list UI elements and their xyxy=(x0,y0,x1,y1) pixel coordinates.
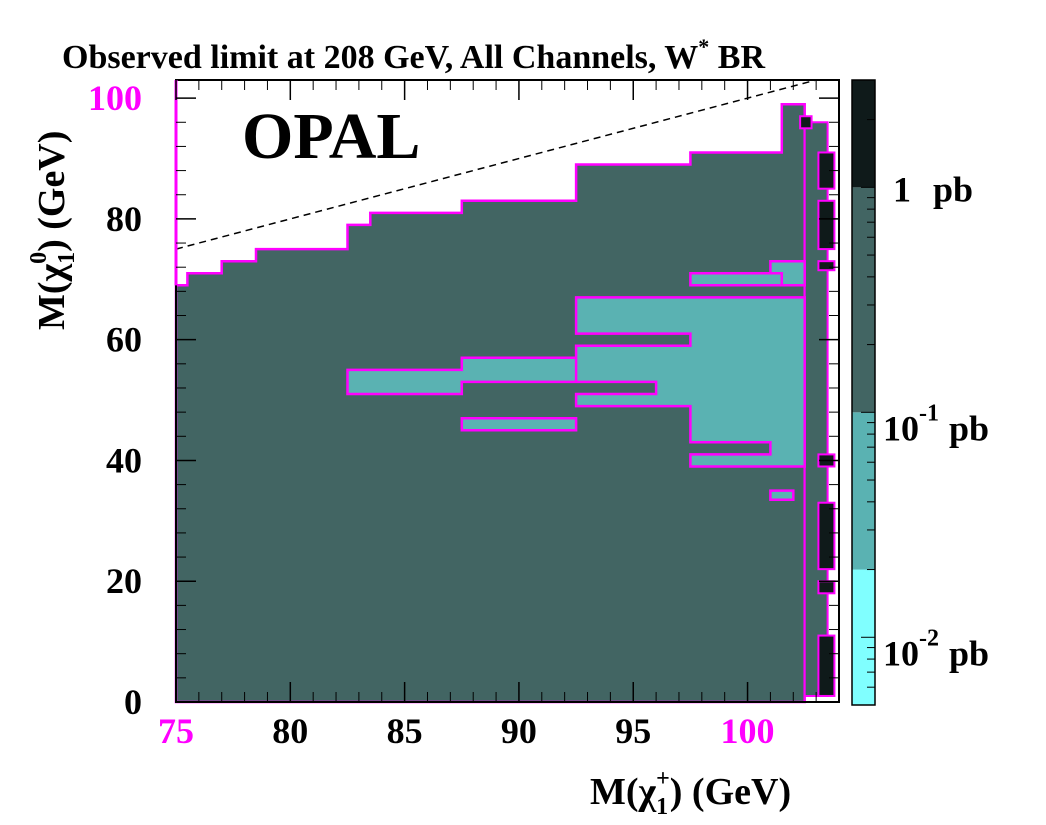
colorbar-band-1 xyxy=(852,412,875,570)
experiment-label: OPAL xyxy=(242,100,420,173)
chart-title: Observed limit at 208 GeV, All Channels,… xyxy=(62,34,765,76)
region-low-4 xyxy=(769,489,795,501)
colorbar-label-1: 10-1 pb xyxy=(883,400,989,448)
y-tick-label-5: 100 xyxy=(88,78,142,118)
cell-high-0 xyxy=(817,634,836,697)
x-tick-label-4: 95 xyxy=(615,711,651,751)
plot-frame xyxy=(174,79,840,703)
x-tick-label-1: 80 xyxy=(272,711,308,751)
y-tick-label-1: 20 xyxy=(106,561,142,601)
cell-high-1 xyxy=(817,580,836,595)
cell-high-5 xyxy=(817,199,836,251)
heatmap-area xyxy=(174,79,836,704)
x-axis-label: M(χ1+) (GeV) xyxy=(590,766,791,820)
x-tick-label-3: 90 xyxy=(501,711,537,751)
y-axis-label: M(χ10) (GeV) xyxy=(26,131,80,330)
colorbar-frame xyxy=(851,79,876,706)
y-axis: 0 20 40 60 80 100 xyxy=(88,78,839,722)
region-low-0 xyxy=(346,296,806,468)
y-tick-label-4: 80 xyxy=(106,199,142,239)
x-tick-label-2: 85 xyxy=(387,711,423,751)
region-main xyxy=(174,102,806,704)
y-tick-label-2: 40 xyxy=(106,440,142,480)
x-tick-label-0: 75 xyxy=(158,711,194,751)
cell-high-7 xyxy=(799,115,813,130)
region-low-3 xyxy=(460,416,578,432)
frame-rect xyxy=(175,79,840,703)
x-axis: 75 80 85 90 95 100 xyxy=(158,80,840,751)
colorbar-label-0: 1 pb xyxy=(893,169,973,209)
cell-high-4 xyxy=(817,260,836,272)
region-low-1 xyxy=(689,271,784,287)
x-tick-label-5: 100 xyxy=(721,711,775,751)
y-tick-label-0: 0 xyxy=(124,682,142,722)
colorbar-band-2 xyxy=(852,187,875,413)
y-tick-label-3: 60 xyxy=(106,320,142,360)
kinematic-limit-line xyxy=(175,79,817,250)
colorbar-label-2: 10-2 pb xyxy=(883,625,989,673)
region-low-2 xyxy=(769,259,806,287)
colorbar-band-3 xyxy=(852,80,875,188)
cell-high-2 xyxy=(817,501,836,571)
colorbar: 1 pb 10-1 pb 10-2 pb xyxy=(851,79,989,706)
